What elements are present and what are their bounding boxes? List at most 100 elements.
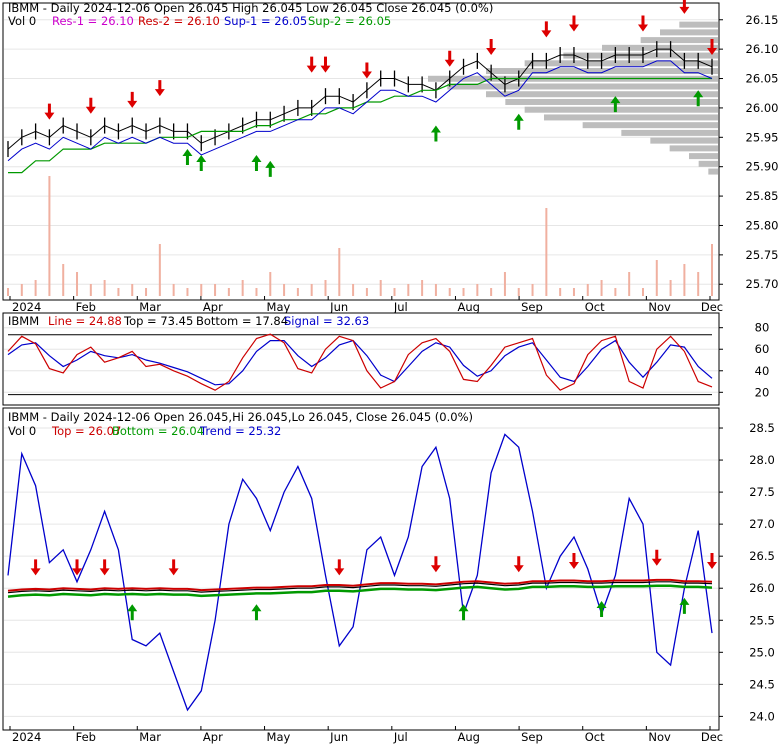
volume-bar [531,284,534,296]
price-y-ticks: 26.15 26.10 26.05 26.00 25.95 25.90 25.85 25.80… [719,13,778,291]
volume-bar [89,284,92,296]
y-tick-label: 25.85 [746,189,779,203]
y-tick-label: 28.0 [749,453,775,467]
volume-bar [241,280,244,296]
x-tick-label: Dec [701,730,723,744]
y-tick-label: 27.0 [749,517,775,531]
down-arrow [430,556,441,573]
y-tick-label: 24.0 [749,709,775,723]
x-tick-label: Mar [139,300,161,314]
x-tick-label: May [267,730,291,744]
x-tick-label: Apr [203,730,223,744]
x-tick-label: Sep [521,300,543,314]
down-arrow [30,559,41,576]
up-arrow [251,154,262,171]
legend-osc-signal: Signal = 32.63 [284,314,369,328]
volume-bar [559,288,562,296]
volume-bar [545,208,548,296]
up-arrow [251,604,262,621]
y-tick-label: 26.05 [746,72,779,86]
up-arrow [458,604,469,621]
y-tick-label: 26.5 [749,549,775,563]
legend-trend-trend: Trend = 25.32 [199,424,281,438]
volume-bar [614,288,617,296]
volume-bar [586,284,589,296]
x-tick-label: Oct [585,730,605,744]
volume-profile-bar [689,153,718,160]
up-arrow [513,113,524,130]
volume-bar [172,284,175,296]
price-title: IBMM - Daily 2024-12-06 Open 26.045 High… [8,1,493,15]
volume-bar [600,280,603,296]
volume-bar [48,176,51,296]
volume-profile-bar [486,68,718,75]
volume-bars [7,176,713,296]
volume-bar [310,284,313,296]
down-arrow [154,80,165,97]
volume-profile-bar [640,37,718,44]
price-series [7,41,713,174]
volume-bar [76,272,79,296]
legend-trend-bottom: Bottom = 26.04 [112,424,204,438]
y-tick-label: 25.95 [746,130,779,144]
down-arrow [320,56,331,73]
volume-bar [393,288,396,296]
price-panel-frame [2,2,720,301]
volume-bar [227,288,230,296]
trend-panel: 28.5 28.0 27.5 27.0 26.5 26.0 25.5 25.0 24.5 24.0… [2,407,775,744]
volume-bar [462,288,465,296]
y-tick-label: 40 [755,364,770,378]
volume-profile-bar [660,29,718,36]
trend-gridlines [4,427,718,717]
down-arrow [168,559,179,576]
y-tick-label: 26.15 [746,13,779,27]
down-arrow [334,559,345,576]
volume-bar [697,272,700,296]
down-arrow [444,50,455,67]
volume-bar [407,284,410,296]
legend-sup1: Sup-1 = 26.05 [224,14,307,28]
volume-bar [338,248,341,296]
volume-bar [7,288,9,296]
down-arrow [72,559,83,576]
sup2-line [8,77,712,174]
volume-bar [711,244,713,296]
x-tick-label: May [267,300,291,314]
x-tick-label: Feb [76,300,96,314]
y-tick-label: 20 [755,385,770,399]
y-tick-label: 26.0 [749,581,775,595]
y-tick-label: 26.00 [746,101,779,115]
down-arrow [99,559,110,576]
volume-bar [324,280,327,296]
volume-bar [572,288,575,296]
x-tick-label: Nov [648,300,671,314]
volume-bar [517,288,520,296]
price-panel: 26.15 26.10 26.05 26.00 25.95 25.90 25.85 25.80… [2,0,778,314]
oscillator-panel: 80 60 40 20 IBMM Line = 24.88 Top = 73.45 B… [2,312,770,406]
legend-osc-top: Top = 73.45 [123,314,193,328]
x-tick-label: Nov [648,730,671,744]
volume-bar [683,264,686,296]
x-tick-label: 2024 [12,300,41,314]
legend-res2: Res-2 = 26.10 [138,14,220,28]
price-x-ticks: 2024 Feb Mar Apr May Jun Jul Aug Sep Oct Nov Dec [9,296,723,314]
volume-bar [476,284,479,296]
trend-x-ticks: 2024 Feb Mar Apr May Jun Jul Aug Sep Oct Nov Dec [9,726,723,744]
up-arrow [182,149,193,166]
up-arrow [693,90,704,107]
volume-bar [669,280,672,296]
oscillator-legend: IBMM Line = 24.88 Top = 73.45 Bottom = 1… [8,314,369,328]
signal-arrows [44,0,717,177]
y-tick-label: 24.5 [749,677,775,691]
legend-sup2: Sup-2 = 26.05 [308,14,391,28]
down-arrow [127,91,138,108]
x-tick-label: Jul [393,300,408,314]
bottom-line [7,584,713,598]
volume-bar [641,288,644,296]
y-tick-label: 26.10 [746,42,779,56]
volume-bar [490,288,493,296]
down-arrow [707,553,717,569]
down-arrow [679,0,690,14]
